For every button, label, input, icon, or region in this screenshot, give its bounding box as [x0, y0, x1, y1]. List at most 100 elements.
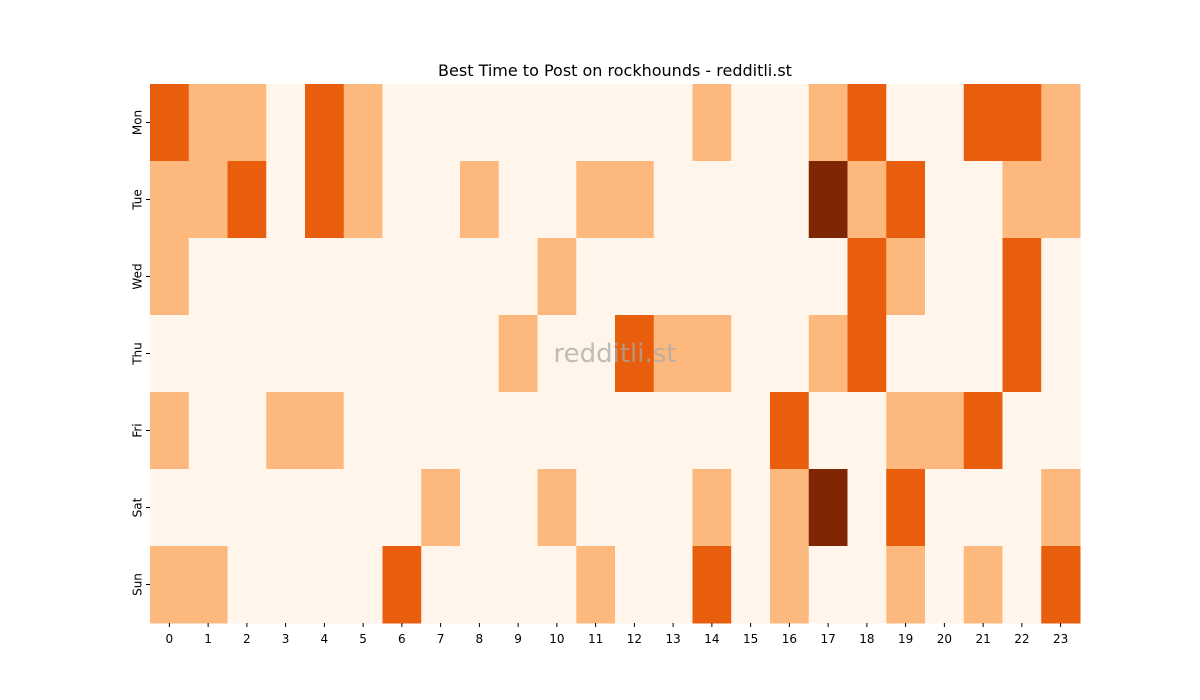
heatmap-cell-mon-8	[460, 84, 500, 162]
heatmap-cell-wed-19	[886, 238, 926, 316]
heatmap-cell-fri-12	[615, 392, 655, 470]
x-tick-label: 2	[243, 632, 251, 646]
heatmap-cell-mon-20	[925, 84, 965, 162]
heatmap-cell-wed-8	[460, 238, 500, 316]
y-tick-label: Thu	[131, 342, 145, 366]
heatmap-cell-fri-1	[188, 392, 228, 470]
heatmap-cell-mon-21	[963, 84, 1003, 162]
heatmap-cell-thu-19	[886, 315, 926, 393]
heatmap-cell-fri-10	[537, 392, 577, 470]
heatmap-cell-mon-16	[770, 84, 810, 162]
heatmap-cell-fri-9	[498, 392, 538, 470]
heatmap-cell-sat-17	[808, 469, 848, 547]
x-tick-label: 15	[743, 632, 758, 646]
chart-title: Best Time to Post on rockhounds - reddit…	[438, 61, 792, 80]
x-tick-label: 6	[398, 632, 406, 646]
heatmap-cell-thu-17	[808, 315, 848, 393]
x-tick-label: 4	[321, 632, 329, 646]
heatmap-cell-tue-0	[150, 161, 190, 239]
heatmap-cell-sun-5	[343, 546, 383, 624]
heatmap-cell-sun-3	[266, 546, 306, 624]
heatmap-cell-sun-21	[963, 546, 1003, 624]
x-tick-label: 0	[166, 632, 174, 646]
heatmap-cell-wed-16	[770, 238, 810, 316]
heatmap-cell-sun-9	[498, 546, 538, 624]
heatmap-cell-tue-23	[1041, 161, 1081, 239]
heatmap-cell-sat-8	[460, 469, 500, 547]
heatmap-cell-sat-2	[227, 469, 267, 547]
x-tick-label: 7	[437, 632, 445, 646]
heatmap-cell-thu-21	[963, 315, 1003, 393]
heatmap-cell-sun-13	[653, 546, 693, 624]
heatmap-cell-tue-21	[963, 161, 1003, 239]
heatmap-cell-wed-7	[421, 238, 461, 316]
heatmap-cell-sun-23	[1041, 546, 1081, 624]
heatmap-cell-sun-2	[227, 546, 267, 624]
heatmap-cell-wed-22	[1002, 238, 1042, 316]
heatmap-cell-sat-21	[963, 469, 1003, 547]
heatmap-cell-sun-1	[188, 546, 228, 624]
heatmap-cell-thu-2	[227, 315, 267, 393]
heatmap-cell-thu-8	[460, 315, 500, 393]
heatmap-cell-fri-20	[925, 392, 965, 470]
heatmap-cell-sat-5	[343, 469, 383, 547]
heatmap-cell-tue-15	[731, 161, 771, 239]
heatmap-cell-sun-15	[731, 546, 771, 624]
heatmap-cell-mon-0	[150, 84, 190, 162]
heatmap-cell-fri-15	[731, 392, 771, 470]
heatmap-cell-mon-17	[808, 84, 848, 162]
heatmap-cell-wed-10	[537, 238, 577, 316]
heatmap-cell-thu-7	[421, 315, 461, 393]
heatmap-cell-mon-2	[227, 84, 267, 162]
x-tick-label: 9	[514, 632, 522, 646]
y-tick-label: Sun	[131, 573, 145, 596]
heatmap-cell-wed-0	[150, 238, 190, 316]
x-tick-label: 17	[820, 632, 835, 646]
heatmap-cell-thu-9	[498, 315, 538, 393]
heatmap-cell-wed-14	[692, 238, 732, 316]
heatmap-cell-sat-11	[576, 469, 616, 547]
heatmap-cell-fri-19	[886, 392, 926, 470]
heatmap-cell-tue-10	[537, 161, 577, 239]
heatmap-cell-fri-4	[305, 392, 345, 470]
heatmap-cell-fri-17	[808, 392, 848, 470]
heatmap-cells	[150, 84, 1081, 624]
heatmap-cell-sun-18	[847, 546, 887, 624]
heatmap-cell-tue-22	[1002, 161, 1042, 239]
heatmap-cell-wed-9	[498, 238, 538, 316]
heatmap-cell-mon-13	[653, 84, 693, 162]
x-tick-label: 1	[204, 632, 212, 646]
heatmap-cell-thu-15	[731, 315, 771, 393]
x-tick-label: 22	[1014, 632, 1029, 646]
x-tick-label: 19	[898, 632, 913, 646]
heatmap-cell-sat-18	[847, 469, 887, 547]
x-tick-label: 12	[627, 632, 642, 646]
x-tick-label: 10	[549, 632, 564, 646]
heatmap-cell-sun-11	[576, 546, 616, 624]
heatmap-cell-fri-5	[343, 392, 383, 470]
heatmap-cell-sun-17	[808, 546, 848, 624]
watermark-text: redditli.st	[554, 339, 677, 369]
heatmap-cell-wed-20	[925, 238, 965, 316]
heatmap-cell-tue-1	[188, 161, 228, 239]
heatmap-cell-tue-13	[653, 161, 693, 239]
heatmap-cell-fri-14	[692, 392, 732, 470]
heatmap-cell-fri-23	[1041, 392, 1081, 470]
heatmap-cell-fri-11	[576, 392, 616, 470]
heatmap-cell-thu-13	[653, 315, 693, 393]
heatmap-cell-tue-16	[770, 161, 810, 239]
heatmap-cell-mon-3	[266, 84, 306, 162]
heatmap-cell-tue-9	[498, 161, 538, 239]
heatmap-cell-mon-6	[382, 84, 422, 162]
heatmap-cell-mon-11	[576, 84, 616, 162]
heatmap-cell-sat-15	[731, 469, 771, 547]
heatmap-cell-sun-20	[925, 546, 965, 624]
heatmap-cell-sun-14	[692, 546, 732, 624]
heatmap-cell-sun-10	[537, 546, 577, 624]
heatmap-cell-wed-15	[731, 238, 771, 316]
heatmap-cell-fri-21	[963, 392, 1003, 470]
heatmap-cell-sun-6	[382, 546, 422, 624]
x-tick-label: 5	[359, 632, 367, 646]
heatmap-cell-sun-12	[615, 546, 655, 624]
heatmap-cell-tue-17	[808, 161, 848, 239]
